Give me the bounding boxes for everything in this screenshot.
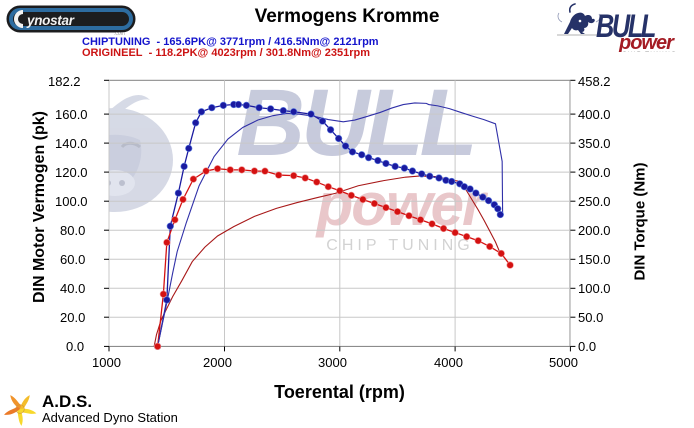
svg-text:BULL: BULL <box>236 70 473 176</box>
svg-text:power: power <box>315 171 489 238</box>
svg-text:CHIP TUNING: CHIP TUNING <box>326 237 473 254</box>
